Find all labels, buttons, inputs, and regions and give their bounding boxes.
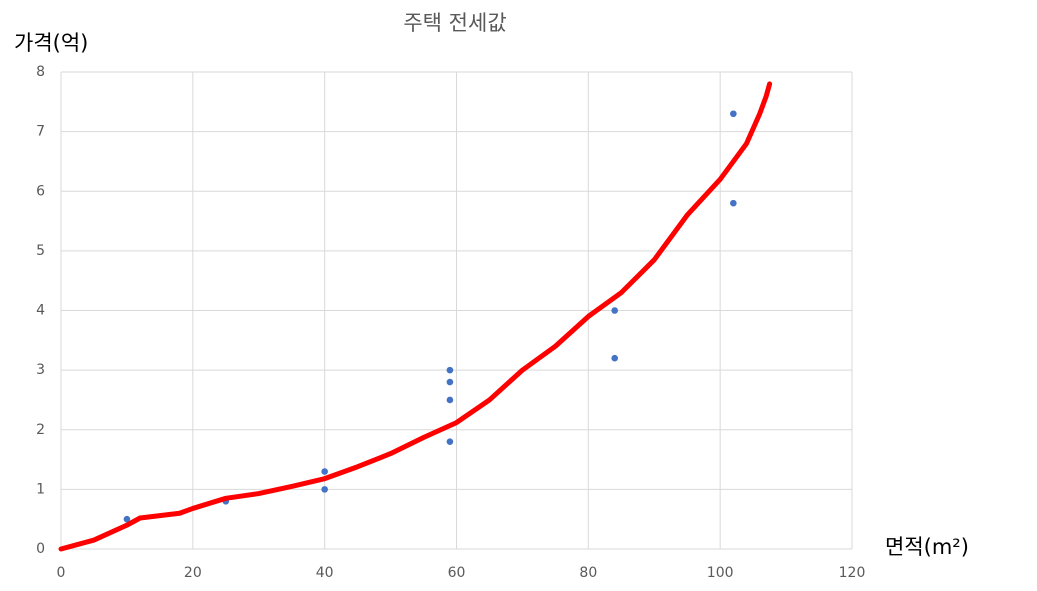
- y-tick-label: 4: [36, 303, 45, 319]
- data-point: [730, 199, 737, 207]
- y-axis-label: 가격(억): [14, 31, 88, 55]
- data-point: [446, 366, 454, 374]
- x-tick-label: 100: [707, 565, 734, 581]
- y-tick-label: 1: [36, 481, 45, 497]
- y-tick-label: 7: [36, 124, 45, 140]
- x-axis-label: 면적(m²): [885, 535, 969, 559]
- data-point: [611, 307, 618, 314]
- x-tick-label: 40: [316, 565, 334, 581]
- x-tick-label: 120: [839, 565, 866, 581]
- y-tick-label: 6: [36, 183, 45, 199]
- trend-line: [58, 81, 773, 552]
- data-point: [123, 515, 131, 523]
- x-tick-label: 0: [57, 565, 66, 581]
- data-point: [446, 378, 454, 386]
- y-tick-label: 0: [36, 541, 45, 557]
- y-tick-label: 3: [36, 362, 45, 378]
- data-point: [446, 396, 454, 404]
- chart-title: 주택 전세값: [403, 11, 506, 35]
- y-tick-label: 5: [36, 243, 45, 259]
- data-point: [446, 438, 454, 445]
- data-point: [321, 468, 328, 475]
- data-point: [611, 354, 618, 362]
- x-tick-label: 80: [579, 565, 597, 581]
- data-point: [730, 110, 737, 118]
- x-tick-label: 60: [448, 565, 466, 581]
- data-point: [321, 486, 328, 493]
- y-tick-label: 8: [36, 64, 45, 80]
- y-tick-label: 2: [36, 422, 45, 438]
- x-tick-label: 20: [184, 565, 202, 581]
